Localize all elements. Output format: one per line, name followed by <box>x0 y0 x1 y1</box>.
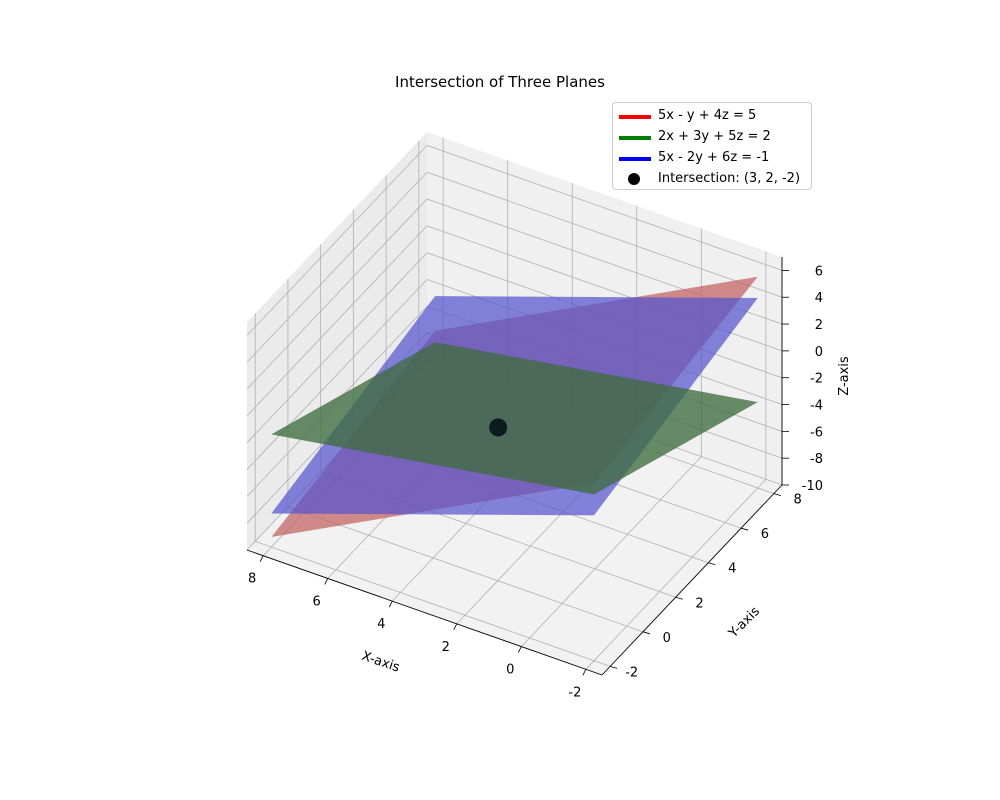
y-axis-line <box>601 484 783 676</box>
x-tick-label: 2 <box>442 640 450 655</box>
y-tick-label: -2 <box>625 665 638 680</box>
grid-line <box>246 279 428 470</box>
z-tick-label: 0 <box>815 345 823 360</box>
z-tick-label: -6 <box>810 425 823 440</box>
y-tick-label: 8 <box>794 493 802 508</box>
chart-title: Intersection of Three Planes <box>395 73 605 91</box>
legend-swatch <box>619 136 651 140</box>
grid-line <box>585 479 767 670</box>
z-tick-label: 4 <box>815 291 823 306</box>
grid-line <box>287 506 644 633</box>
plane-2 <box>271 342 758 495</box>
y-tick-mark <box>610 665 618 669</box>
grid-line <box>246 225 428 417</box>
legend-swatch <box>619 115 651 119</box>
grid-line <box>246 171 428 363</box>
grid-line <box>521 456 702 647</box>
z-tick-label: -4 <box>810 399 823 414</box>
x-tick-mark <box>582 669 587 676</box>
z-tick-label: -8 <box>810 452 823 467</box>
z-axis-label: Z-axis <box>837 356 852 396</box>
z-tick-label: 2 <box>815 318 823 333</box>
grid-line <box>426 145 783 271</box>
y-tick-mark <box>773 493 781 497</box>
intersection-marker <box>489 418 508 437</box>
back-pane <box>247 132 427 550</box>
x-tick-label: 0 <box>506 663 514 678</box>
x-tick-label: -2 <box>568 685 581 700</box>
grid-line <box>246 145 428 336</box>
y-tick-mark <box>708 562 716 566</box>
y-tick-label: 4 <box>728 562 736 577</box>
y-tick-mark <box>740 527 749 531</box>
x-tick-mark <box>388 600 393 608</box>
legend-item-blue-plane: 5x - 2y + 6z = -1 <box>613 149 813 169</box>
z-tick-label: 6 <box>815 264 823 279</box>
x-tick-label: 6 <box>313 594 321 609</box>
legend: 5x - y + 4z = 5 2x + 3y + 5z = 2 5x - 2y… <box>612 102 812 190</box>
legend-label: 2x + 3y + 5z = 2 <box>658 129 771 144</box>
planes <box>271 276 758 537</box>
y-tick-mark <box>675 596 683 600</box>
axis-lines <box>246 257 789 676</box>
x-axis-line <box>246 549 603 676</box>
x-tick-mark <box>259 555 264 562</box>
legend-item-green-plane: 2x + 3y + 5z = 2 <box>613 128 813 148</box>
grid-line <box>246 198 428 390</box>
y-tick-label: 0 <box>663 631 671 646</box>
grid-line <box>426 171 783 298</box>
legend-item-intersection: Intersection: (3, 2, -2) <box>613 170 813 190</box>
legend-swatch <box>619 157 651 161</box>
x-axis-label: X-axis <box>360 649 402 676</box>
grid-line <box>246 252 428 443</box>
z-tick-label: -2 <box>810 372 823 387</box>
intersection-point <box>489 418 508 437</box>
y-tick-label: 6 <box>761 527 769 542</box>
x-tick-mark <box>453 623 458 631</box>
y-tick-label: 2 <box>695 596 703 611</box>
x-tick-mark <box>324 578 329 585</box>
legend-label: 5x - 2y + 6z = -1 <box>658 150 770 165</box>
legend-label: 5x - y + 4z = 5 <box>658 108 757 123</box>
x-tick-label: 8 <box>248 572 256 587</box>
y-axis-label: Y-axis <box>725 604 763 642</box>
x-tick-mark <box>517 646 522 653</box>
z-tick-label: -10 <box>802 479 823 494</box>
legend-dot <box>628 173 640 185</box>
y-tick-mark <box>642 631 651 635</box>
legend-label: Intersection: (3, 2, -2) <box>658 171 801 186</box>
x-tick-label: 4 <box>377 617 385 632</box>
legend-item-red-plane: 5x - y + 4z = 5 <box>613 107 813 127</box>
grid-line <box>255 540 611 667</box>
